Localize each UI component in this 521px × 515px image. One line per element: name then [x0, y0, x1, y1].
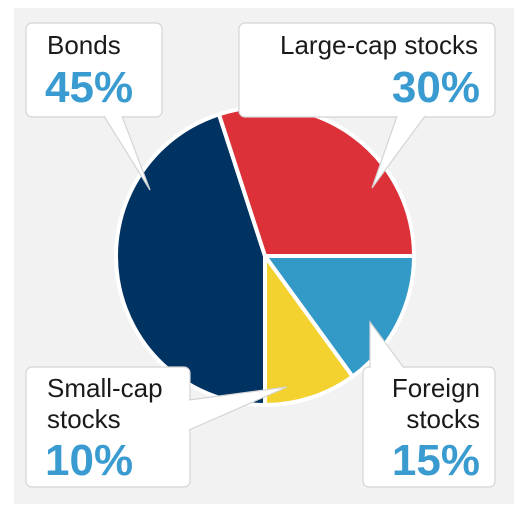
- slice-label-foreign-line2: stocks: [406, 404, 480, 434]
- callouts: Bonds 45% Large-cap stocks 30% Small-cap…: [25, 22, 496, 488]
- value-label-small-cap: 10%: [45, 436, 133, 485]
- slice-label-large-cap: Large-cap stocks: [280, 30, 478, 60]
- callout-small-cap: Small-cap stocks 10%: [25, 366, 288, 488]
- callout-foreign: Foreign stocks 15%: [362, 320, 496, 488]
- value-label-large-cap: 30%: [392, 63, 480, 112]
- slice-label-bonds: Bonds: [47, 30, 121, 60]
- slice-small-cap-stocks: [263, 254, 355, 407]
- callout-bonds: Bonds 45%: [25, 22, 163, 191]
- slice-bonds: [114, 112, 267, 407]
- slice-label-foreign-line1: Foreign: [392, 373, 480, 403]
- slice-label-small-cap-line2: stocks: [47, 404, 121, 434]
- callout-large-cap: Large-cap stocks 30%: [238, 22, 496, 189]
- value-label-foreign: 15%: [392, 436, 480, 485]
- value-label-bonds: 45%: [45, 63, 133, 112]
- pie-slices: [114, 105, 416, 407]
- slice-label-small-cap-line1: Small-cap: [47, 373, 163, 403]
